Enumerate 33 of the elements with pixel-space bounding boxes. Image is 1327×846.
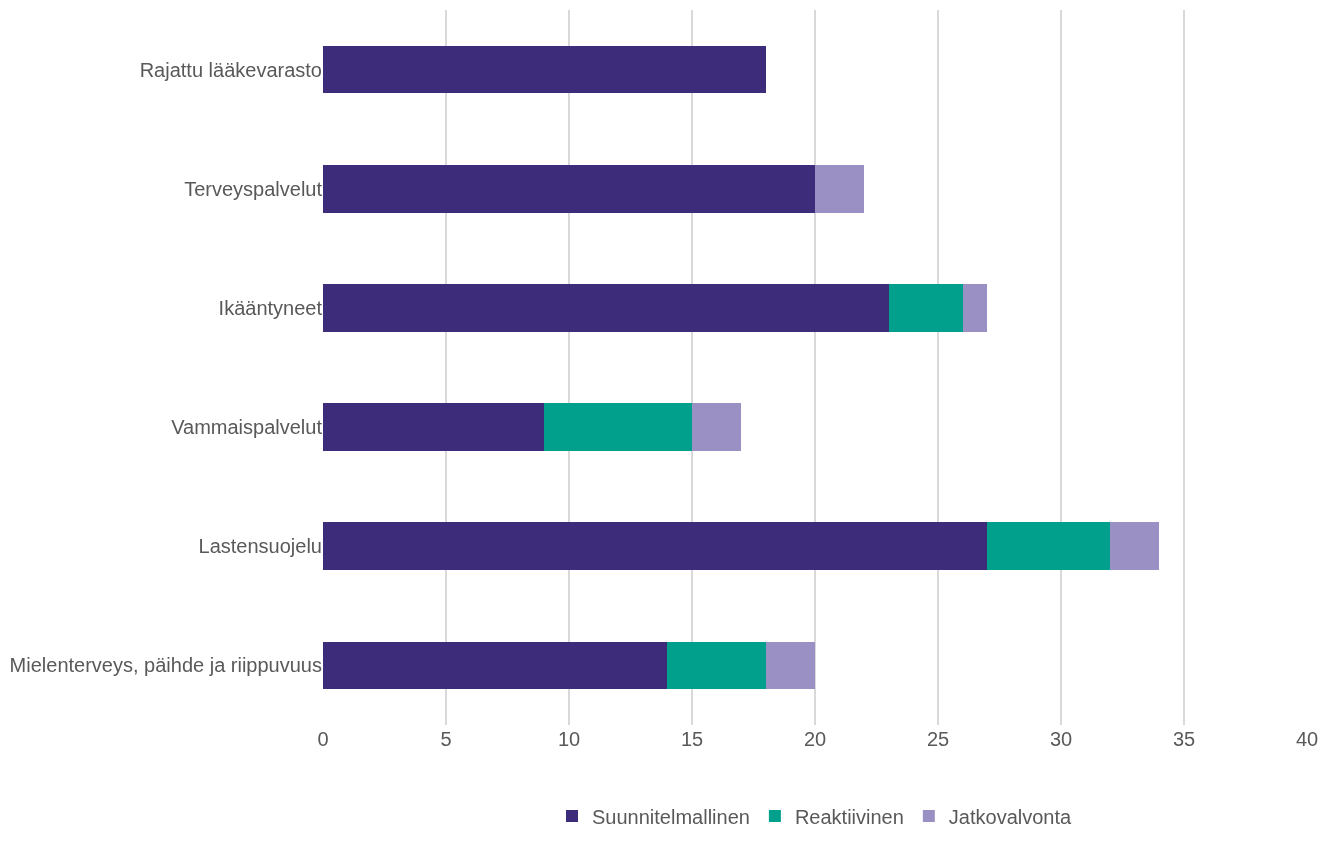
bar	[323, 522, 988, 571]
x-tick-label: 25	[926, 728, 950, 750]
y-tick-label: Vammaispalvelut	[171, 416, 323, 439]
x-tick-label: 10	[557, 728, 581, 750]
x-tick-label: 40	[1295, 728, 1319, 750]
x-tick-label: 35	[1172, 728, 1196, 750]
bar	[888, 284, 963, 332]
bar	[323, 641, 668, 690]
x-tick-label: 30	[1049, 728, 1073, 750]
bar	[323, 403, 545, 451]
bar	[323, 284, 889, 332]
legend-label: Jatkovalvonta	[948, 805, 1073, 828]
bar	[765, 641, 815, 690]
bar	[323, 164, 815, 213]
bar	[544, 403, 692, 451]
x-tick-label: 15	[680, 728, 704, 750]
bar	[815, 164, 865, 213]
bar	[962, 284, 988, 332]
y-tick-label: Rajattu lääkevarasto	[139, 58, 322, 81]
y-tick-label: Mielenterveys, päihde ja riippuvuus	[9, 654, 322, 677]
bar	[667, 641, 766, 690]
bar	[692, 403, 742, 451]
legend-label: Suunnitelmallinen	[592, 805, 750, 828]
x-tick-label: 20	[803, 728, 827, 750]
x-tick-label: 5	[440, 728, 452, 750]
bar	[1110, 522, 1160, 571]
x-tick-label: 0	[317, 728, 329, 750]
bar	[323, 45, 766, 94]
legend-label: Reaktiivinen	[794, 805, 904, 828]
bar	[987, 522, 1111, 571]
y-tick-label: Ikääntyneet	[218, 296, 323, 319]
y-tick-label: Terveyspalvelut	[184, 177, 323, 200]
y-tick-label: Lastensuojelu	[198, 535, 322, 558]
